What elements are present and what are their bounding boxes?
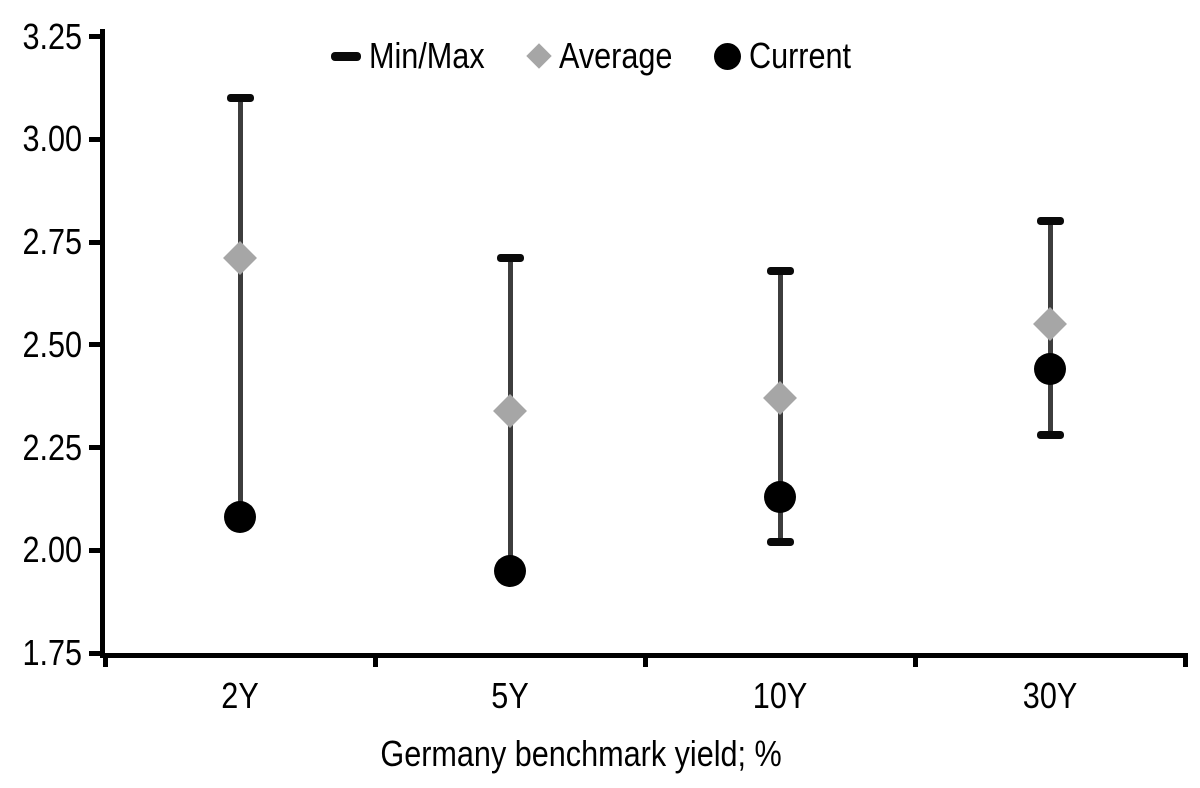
average-marker — [1033, 307, 1067, 342]
y-tick-label: 2.25 — [0, 427, 82, 469]
legend-item-average: Average — [526, 35, 692, 76]
x-tick — [912, 653, 918, 667]
max-cap — [766, 266, 794, 275]
current-marker — [494, 554, 526, 587]
y-tick-label-text: 1.75 — [22, 632, 82, 673]
x-tick — [372, 653, 378, 667]
min-cap — [1036, 431, 1064, 440]
minmax-dash-icon — [330, 51, 361, 61]
x-category-label: 10Y — [700, 675, 860, 717]
y-tick — [89, 445, 103, 450]
average-marker — [493, 393, 527, 428]
x-axis-title: Germany benchmark yield; % — [0, 733, 1162, 775]
legend-label-minmax: Min/Max — [368, 35, 485, 76]
y-tick — [89, 136, 103, 142]
y-tick — [89, 239, 103, 245]
x-category-label: 2Y — [160, 675, 320, 717]
min-cap — [766, 538, 794, 547]
x-tick — [102, 653, 108, 667]
x-category-label-text: 5Y — [491, 675, 529, 716]
y-tick-label-text: 2.75 — [22, 221, 82, 262]
average-marker — [763, 381, 797, 416]
max-cap — [496, 254, 524, 263]
x-category-label: 30Y — [970, 675, 1130, 717]
y-tick-label: 2.50 — [0, 324, 82, 366]
y-tick-label: 2.75 — [0, 221, 82, 263]
legend-item-current: Current — [714, 36, 869, 76]
minmax-whisker — [237, 98, 243, 518]
y-tick-label: 2.00 — [0, 529, 82, 571]
x-category-label: 5Y — [430, 675, 590, 717]
max-cap — [1036, 217, 1064, 226]
legend-item-minmax: Min/Max — [330, 35, 505, 76]
x-tick — [1182, 653, 1188, 667]
x-axis-title-text: Germany benchmark yield; % — [380, 733, 782, 774]
legend-label-average: Average — [558, 35, 673, 76]
max-cap — [226, 94, 254, 103]
current-marker — [764, 480, 796, 513]
average-marker — [223, 241, 257, 276]
current-marker — [224, 501, 256, 534]
x-category-label-text: 10Y — [752, 675, 808, 716]
y-tick-label-text: 2.00 — [22, 529, 82, 571]
legend-label-current: Current — [749, 35, 852, 76]
y-tick-label-text: 2.50 — [22, 323, 82, 365]
y-tick — [89, 650, 103, 656]
x-tick — [642, 653, 648, 667]
y-tick-label: 3.25 — [0, 16, 82, 58]
average-diamond-icon — [526, 43, 552, 69]
current-marker — [1034, 353, 1066, 386]
legend: Min/Max Average Current — [0, 36, 1200, 76]
y-tick — [89, 547, 103, 553]
y-tick-label: 3.00 — [0, 118, 82, 160]
y-tick — [89, 34, 103, 39]
y-tick-label: 1.75 — [0, 632, 82, 674]
y-tick — [89, 342, 103, 348]
x-category-label-text: 30Y — [1022, 675, 1078, 716]
y-tick-label-text: 3.25 — [22, 15, 82, 57]
current-dot-icon — [714, 42, 742, 70]
x-category-label-text: 2Y — [221, 675, 259, 716]
y-tick-label-text: 3.00 — [22, 118, 82, 160]
y-tick-label-text: 2.25 — [22, 426, 82, 468]
